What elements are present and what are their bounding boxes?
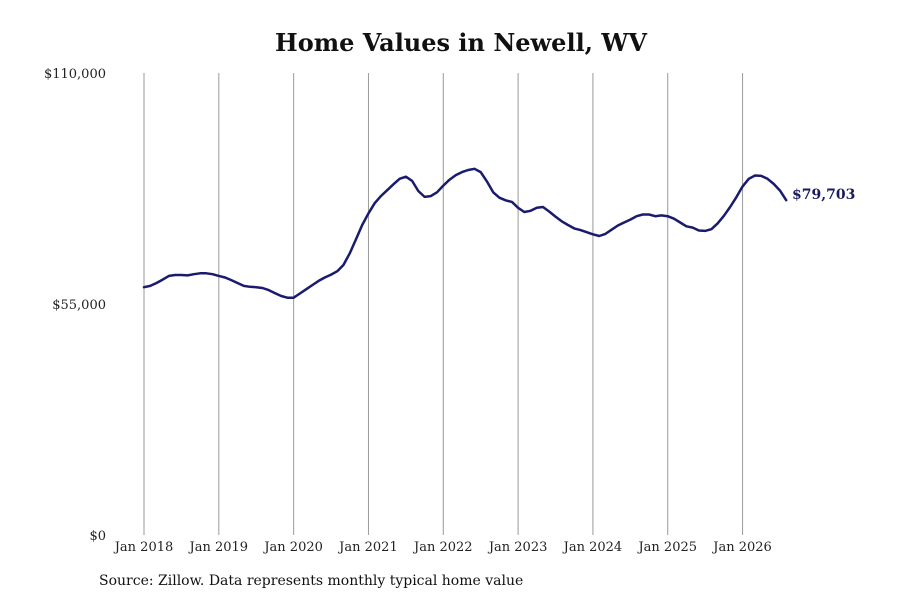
x-tick-label: Jan 2020 [262,540,323,555]
x-tick-label: Jan 2022 [412,540,473,555]
x-tick-label: Jan 2019 [188,540,249,555]
chart-title: Home Values in Newell, WV [275,28,647,57]
y-axis-ticks: $0 $55,000 $110,000 [44,67,106,544]
y-tick-label: $0 [89,529,106,544]
last-value-label: $79,703 [792,187,855,203]
x-tick-label: Jan 2021 [337,540,398,555]
x-tick-label: Jan 2025 [636,540,697,555]
series-line [142,167,788,299]
y-tick-label: $55,000 [52,298,106,313]
x-axis-ticks: Jan 2018 Jan 2019 Jan 2020 Jan 2021 Jan 2022… [113,540,772,555]
x-tick-label: Jan 2023 [487,540,548,555]
source-note: Source: Zillow. Data represents monthly … [99,573,524,589]
series-layer [142,167,788,299]
x-tick-label: Jan 2026 [711,540,772,555]
gridlines [143,73,744,535]
x-tick-label: Jan 2018 [113,540,174,555]
x-tick-label: Jan 2024 [562,540,623,555]
y-tick-label: $110,000 [44,67,106,82]
